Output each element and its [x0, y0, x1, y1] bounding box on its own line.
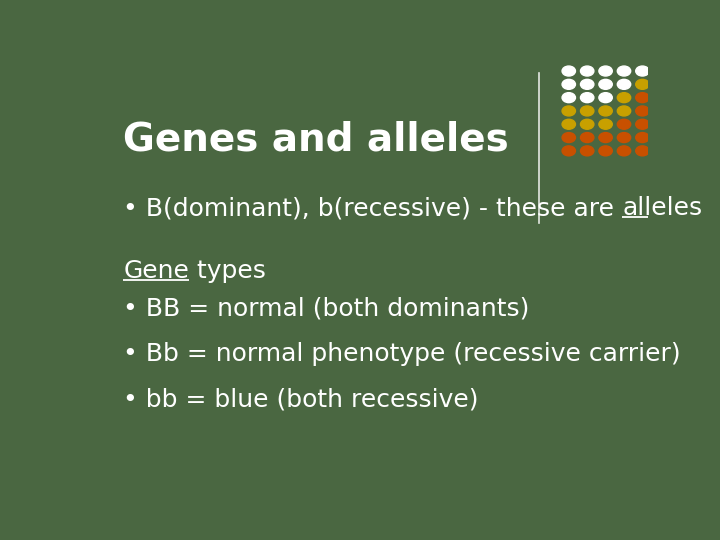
Circle shape — [636, 133, 649, 143]
Circle shape — [562, 133, 575, 143]
Text: alleles: alleles — [623, 196, 703, 220]
Circle shape — [562, 119, 575, 129]
Circle shape — [636, 106, 649, 116]
Circle shape — [599, 93, 612, 103]
Circle shape — [562, 93, 575, 103]
Circle shape — [636, 93, 649, 103]
Text: Genes and alleles: Genes and alleles — [124, 120, 509, 159]
Circle shape — [599, 146, 612, 156]
Circle shape — [617, 66, 631, 76]
Circle shape — [562, 79, 575, 89]
Circle shape — [580, 119, 594, 129]
Circle shape — [599, 66, 612, 76]
Circle shape — [599, 79, 612, 89]
Text: Gene: Gene — [124, 259, 189, 282]
Text: types: types — [189, 259, 266, 282]
Circle shape — [580, 79, 594, 89]
Circle shape — [636, 66, 649, 76]
Circle shape — [580, 106, 594, 116]
Circle shape — [617, 119, 631, 129]
Circle shape — [617, 146, 631, 156]
Circle shape — [562, 146, 575, 156]
Circle shape — [617, 79, 631, 89]
Circle shape — [580, 146, 594, 156]
Circle shape — [636, 79, 649, 89]
Text: • BB = normal (both dominants): • BB = normal (both dominants) — [124, 296, 530, 320]
Circle shape — [580, 133, 594, 143]
Circle shape — [599, 133, 612, 143]
Circle shape — [562, 66, 575, 76]
Circle shape — [636, 119, 649, 129]
Text: • bb = blue (both recessive): • bb = blue (both recessive) — [124, 388, 479, 411]
Text: • B(dominant), b(recessive) - these are: • B(dominant), b(recessive) - these are — [124, 196, 623, 220]
Text: • Bb = normal phenotype (recessive carrier): • Bb = normal phenotype (recessive carri… — [124, 342, 681, 366]
Circle shape — [617, 133, 631, 143]
Circle shape — [617, 106, 631, 116]
Circle shape — [617, 93, 631, 103]
Circle shape — [580, 66, 594, 76]
Circle shape — [636, 146, 649, 156]
Circle shape — [562, 106, 575, 116]
Circle shape — [599, 119, 612, 129]
Circle shape — [580, 93, 594, 103]
Circle shape — [599, 106, 612, 116]
